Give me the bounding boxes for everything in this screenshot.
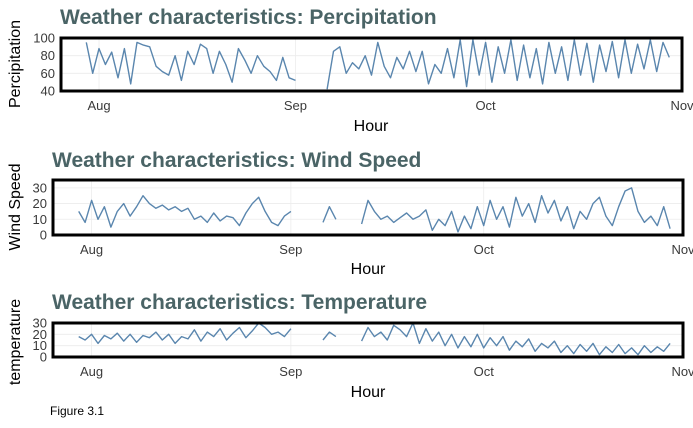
precipitation-x-tick-label: Nov: [670, 98, 693, 113]
temperature-plot-frame: [51, 321, 685, 359]
wind-speed-x-ticks: Aug Sep Oct Nov: [80, 242, 693, 257]
temperature-series-line: [78, 322, 671, 356]
precipitation-chart-title: Weather characteristics: Percipitation: [60, 6, 437, 29]
temperature-x-tick-label: Oct: [474, 364, 495, 379]
precipitation-y-ticks: 40 60 80 100: [33, 31, 55, 99]
wind-speed-x-tick-label: Sep: [279, 242, 302, 257]
precipitation-x-tick-label: Aug: [87, 98, 110, 113]
temperature-y-tick-label: 0: [40, 350, 47, 365]
wind-speed-series: [78, 187, 671, 233]
temperature-x-tick-label: Nov: [671, 364, 693, 379]
wind-speed-series-line: [78, 187, 671, 233]
precipitation-x-tick-label: Oct: [475, 98, 496, 113]
wind-speed-y-tick-label: 30: [33, 180, 47, 195]
wind-speed-y-tick-label: 0: [40, 228, 47, 243]
precipitation-y-tick-label: 100: [33, 31, 55, 46]
wind-speed-panel: Weather characteristics: Wind Speed Wind…: [7, 149, 693, 278]
precipitation-series: [85, 39, 670, 90]
wind-speed-x-tick-label: Aug: [80, 242, 103, 257]
temperature-x-ticks: Aug Sep Oct Nov: [80, 364, 693, 379]
wind-speed-y-tick-label: 10: [33, 212, 47, 227]
precipitation-x-tick-label: Sep: [284, 98, 307, 113]
temperature-x-tick-label: Sep: [279, 364, 302, 379]
precipitation-series-line: [85, 39, 670, 90]
temperature-x-axis-title: Hour: [351, 384, 386, 401]
precipitation-y-tick-label: 60: [41, 66, 55, 81]
wind-speed-plot-frame: [51, 178, 685, 237]
wind-speed-y-tick-label: 20: [33, 196, 47, 211]
wind-speed-x-tick-label: Oct: [474, 242, 495, 257]
temperature-y-tick-label: 30: [33, 316, 47, 331]
temperature-chart-title: Weather characteristics: Temperature: [52, 291, 427, 314]
figure-caption: Figure 3.1: [50, 404, 104, 418]
temperature-x-tick-label: Aug: [80, 364, 103, 379]
temperature-y-axis-title: temperature: [7, 299, 24, 385]
precipitation-x-axis-title: Hour: [354, 118, 389, 135]
precipitation-y-axis-title: Percipitation: [7, 20, 24, 108]
precipitation-y-tick-label: 80: [41, 48, 55, 63]
wind-speed-x-tick-label: Nov: [671, 242, 693, 257]
wind-speed-x-axis-title: Hour: [351, 261, 386, 278]
temperature-series: [78, 322, 671, 356]
precipitation-grid: [61, 37, 683, 92]
precipitation-y-tick-label: 40: [41, 84, 55, 99]
wind-speed-y-axis-title: Wind Speed: [7, 163, 24, 250]
temperature-panel: Weather characteristics: Temperature tem…: [7, 291, 693, 401]
wind-speed-grid: [53, 180, 684, 236]
temperature-y-tick-label: 20: [33, 327, 47, 342]
precipitation-panel: Weather characteristics: Percipitation P…: [7, 6, 693, 135]
precipitation-x-ticks: Aug Sep Oct Nov: [87, 98, 693, 113]
temperature-y-tick-label: 10: [33, 338, 47, 353]
wind-speed-chart-title: Weather characteristics: Wind Speed: [52, 149, 421, 172]
precipitation-plot-frame: [59, 36, 684, 93]
